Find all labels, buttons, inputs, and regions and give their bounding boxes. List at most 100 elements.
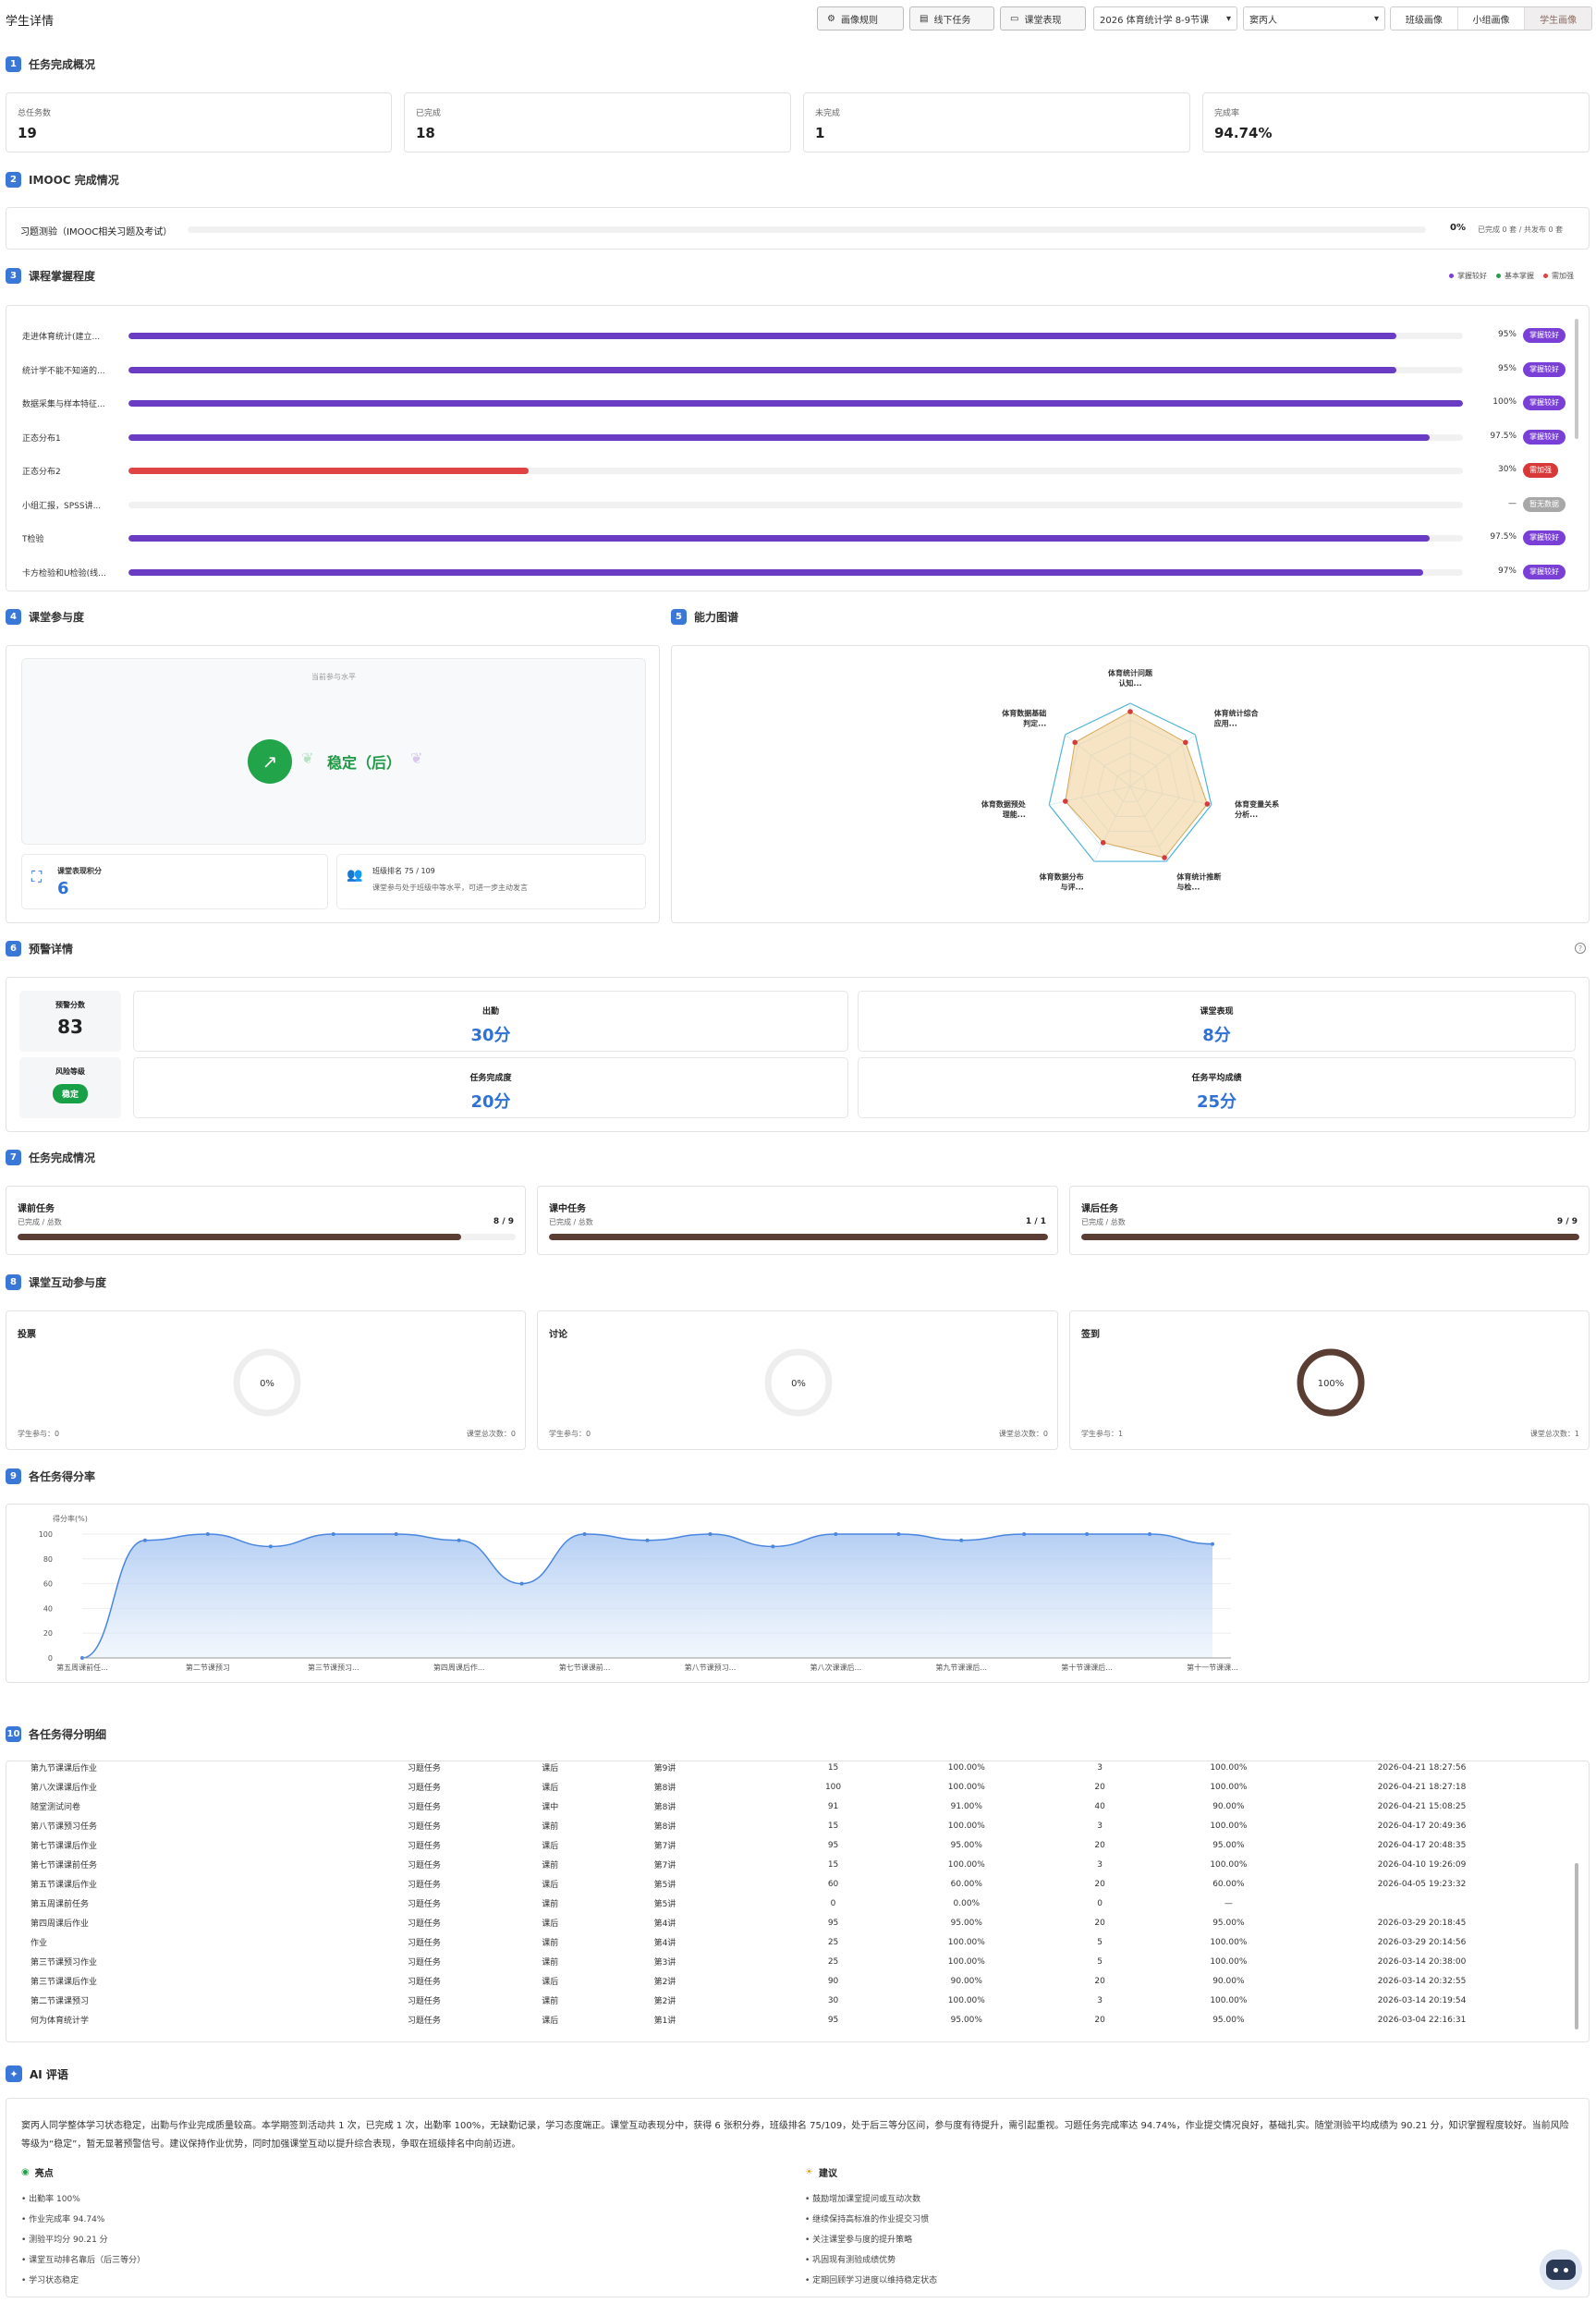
- mastery-track: [128, 400, 1463, 407]
- mastery-fill: [128, 366, 1396, 373]
- table-row: 第七节课课前任务 习题任务 课前 第7讲 15 100.00% 3 100.00% 2026-0…: [30, 1855, 1546, 1874]
- mastery-badge: 掌握较好: [1523, 564, 1566, 579]
- stat-incomplete: 未完成 1: [803, 92, 1190, 152]
- radar-axis-label: 体育统计问题认知...: [1108, 668, 1153, 688]
- student-select[interactable]: 窦丙人 ▾: [1243, 6, 1385, 30]
- task-status-fill: [549, 1234, 1048, 1240]
- table-cell: 90.00%: [950, 1976, 982, 1986]
- mastery-row: 正态分布2 30% 需加强: [6, 463, 1578, 478]
- scrollbar[interactable]: [1575, 1863, 1578, 2029]
- trend-up-icon: ↗: [248, 739, 292, 784]
- table-row: 第七节课课后作业 习题任务 课后 第7讲 95 95.00% 20 95.00% 2026-04…: [30, 1835, 1546, 1855]
- warning-cell-value: 8分: [1202, 1026, 1231, 1045]
- table-cell: 100: [824, 1782, 842, 1792]
- mastery-fill: [128, 535, 1430, 542]
- table-cell: 3: [1097, 1995, 1103, 2005]
- section-mastery-header: 3 课程掌握程度: [6, 268, 95, 284]
- tab-class-portrait[interactable]: 班级画像: [1391, 7, 1458, 30]
- warning-avg-score: 任务平均成绩 25分: [858, 1057, 1576, 1118]
- section-number: 4: [6, 609, 21, 625]
- table-cell: 100.00%: [947, 1956, 985, 1967]
- table-cell: 100.00%: [947, 1821, 985, 1831]
- table-cell: 100.00%: [1210, 1859, 1248, 1870]
- warning-attendance: 出勤 30分: [133, 991, 848, 1052]
- score-rate-line: [81, 1533, 1213, 1659]
- highlights-title: 亮点: [34, 2169, 54, 2179]
- offline-task-button[interactable]: ▤ 线下任务: [909, 6, 994, 30]
- tab-group-portrait[interactable]: 小组画像: [1458, 7, 1526, 30]
- table-cell: 第九节课课后作业: [30, 1764, 98, 1773]
- mastery-value: 95%: [1497, 363, 1517, 373]
- robot-assistant-icon[interactable]: [1540, 2249, 1582, 2290]
- legend-label: 需加强: [1552, 272, 1574, 280]
- ring-track: [764, 1348, 833, 1417]
- check-circle-icon: ◉: [21, 2167, 30, 2177]
- section-title: 预警详情: [29, 943, 74, 956]
- section-number: 9: [6, 1468, 21, 1484]
- scrollbar[interactable]: [1575, 319, 1578, 439]
- task-status-track: [1081, 1234, 1579, 1240]
- mastery-label: 小组汇报，SPSS讲...: [22, 501, 102, 511]
- table-cell: 习题任务: [407, 1803, 441, 1812]
- table-cell: 2026-04-21 18:27:18: [1377, 1782, 1467, 1792]
- table-cell: 习题任务: [407, 1997, 441, 2006]
- task-status-fill: [1081, 1234, 1579, 1240]
- course-select[interactable]: 2026 体育统计学 8-9节课 ▾: [1093, 6, 1237, 30]
- radar-label-line: 体育统计问题: [1108, 668, 1153, 677]
- mastery-badge: 掌握较好: [1523, 429, 1566, 445]
- mastery-label: 正态分布2: [22, 468, 61, 477]
- mastery-fill: [128, 468, 530, 474]
- section-title: 课程掌握程度: [29, 270, 96, 283]
- ring-percent: 100%: [1317, 1379, 1344, 1389]
- score-rate-point: [394, 1532, 398, 1536]
- section-number: 10: [6, 1726, 21, 1742]
- table-cell: 5: [1097, 1937, 1103, 1947]
- table-cell: 95.00%: [950, 1918, 982, 1928]
- score-rate-point: [519, 1581, 524, 1586]
- table-cell: 课后: [542, 1919, 559, 1929]
- table-cell: 第二节课课预习: [30, 1997, 90, 2006]
- table-cell: 95.00%: [1212, 1840, 1245, 1850]
- stat-completion-rate: 完成率 94.74%: [1202, 92, 1590, 152]
- mastery-row: 卡方检验和U检验(线... 97% 掌握较好: [6, 564, 1578, 579]
- table-cell: 90.00%: [1212, 1801, 1245, 1811]
- table-cell: 课前: [542, 1939, 559, 1948]
- section-task-overview-header: 1 任务完成概况: [6, 56, 95, 72]
- mastery-row: 正态分布1 97.5% 掌握较好: [6, 429, 1578, 445]
- warning-cell-label: 出勤: [481, 1007, 499, 1017]
- radar-label-line: 分析...: [1235, 810, 1258, 819]
- table-cell: 第8讲: [653, 1784, 676, 1793]
- class-performance-button[interactable]: ▭ 课堂表现: [1000, 6, 1086, 30]
- mastery-fill: [128, 433, 1430, 441]
- radar-value-area: [1065, 711, 1208, 859]
- table-cell: 20: [1094, 1918, 1105, 1928]
- table-cell: 20: [1094, 1782, 1105, 1792]
- section-warning-header: 6 预警详情: [6, 941, 73, 957]
- interaction-total-count: 课堂总次数：0: [998, 1430, 1048, 1438]
- portrait-rules-label: 画像规则: [840, 15, 878, 26]
- radar-point: [1100, 840, 1106, 846]
- suggestion-item: • 定期回顾学习进度以维持稳定状态: [805, 2276, 938, 2285]
- x-tick-label: 第三节课预习...: [308, 1663, 359, 1672]
- mastery-track: [128, 568, 1463, 576]
- mastery-label: 统计学不能不知道的...: [22, 366, 105, 376]
- x-tick-label: 第十节课课后...: [1061, 1663, 1113, 1672]
- stat-completed: 已完成 18: [404, 92, 791, 152]
- table-cell: 课前: [542, 1900, 559, 1909]
- warning-cell-label: 课堂表现: [1200, 1007, 1234, 1017]
- legend-weak: 需加强: [1543, 271, 1574, 281]
- help-icon[interactable]: ?: [1575, 943, 1586, 954]
- table-cell: 2026-04-17 20:49:36: [1377, 1821, 1467, 1831]
- mastery-value: 97%: [1497, 566, 1517, 576]
- y-tick-label: 40: [43, 1604, 53, 1613]
- table-cell: 2026-03-14 20:32:55: [1377, 1976, 1467, 1986]
- radar-label-line: 判定...: [1023, 719, 1046, 728]
- score-rate-point: [645, 1538, 650, 1542]
- tab-student-portrait[interactable]: 学生画像: [1525, 7, 1591, 30]
- section-title: IMOOC 完成情况: [29, 174, 119, 187]
- radar-label-line: 体育数据预处: [981, 799, 1027, 809]
- table-cell: 第5讲: [653, 1881, 676, 1890]
- table-cell: 100.00%: [1210, 1821, 1248, 1831]
- portrait-rules-button[interactable]: ⚙ 画像规则: [817, 6, 904, 30]
- mastery-badge: 掌握较好: [1523, 361, 1566, 377]
